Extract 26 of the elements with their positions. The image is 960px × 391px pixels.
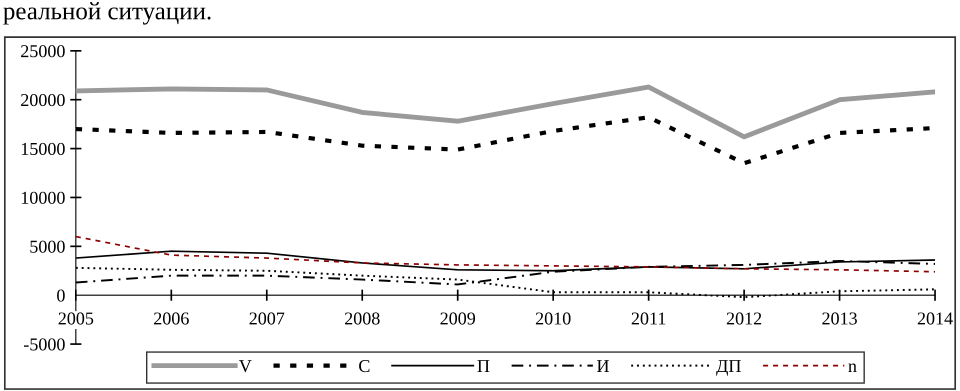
x-tick-label: 2005	[58, 312, 94, 325]
y-tick-label: 0	[57, 289, 65, 302]
x-tick-label: 2011	[632, 312, 666, 325]
x-tick-label: 2008	[344, 312, 380, 325]
x-tick-label: 2009	[440, 312, 476, 325]
x-tick-label: 2012	[726, 312, 762, 325]
y-tick-label: 15000	[22, 142, 65, 156]
x-tick-label: 2007	[250, 312, 284, 325]
legend-label: П	[477, 360, 490, 372]
text: реальной ситуации.	[3, 2, 211, 25]
x-tick-label: 2013	[822, 312, 857, 325]
y-tick-label: 5000	[30, 240, 65, 253]
y-tick-label: -5000	[24, 338, 65, 351]
x-tick-label: 2006	[154, 312, 189, 325]
legend-label: C	[359, 360, 370, 372]
line-series	[76, 236, 936, 273]
y-tick-label: 10000	[22, 192, 65, 204]
x-tick-label: 2010	[536, 312, 571, 325]
legend-label: И	[597, 360, 609, 372]
y-tick-label: 20000	[21, 94, 65, 106]
x-tick-label: 2014	[918, 312, 953, 325]
y-tick-label: 25000	[21, 45, 65, 58]
line-series	[76, 84, 936, 140]
legend-label: V	[238, 360, 252, 372]
legend-label: ДП	[716, 360, 741, 376]
legend-label: n	[848, 363, 857, 372]
